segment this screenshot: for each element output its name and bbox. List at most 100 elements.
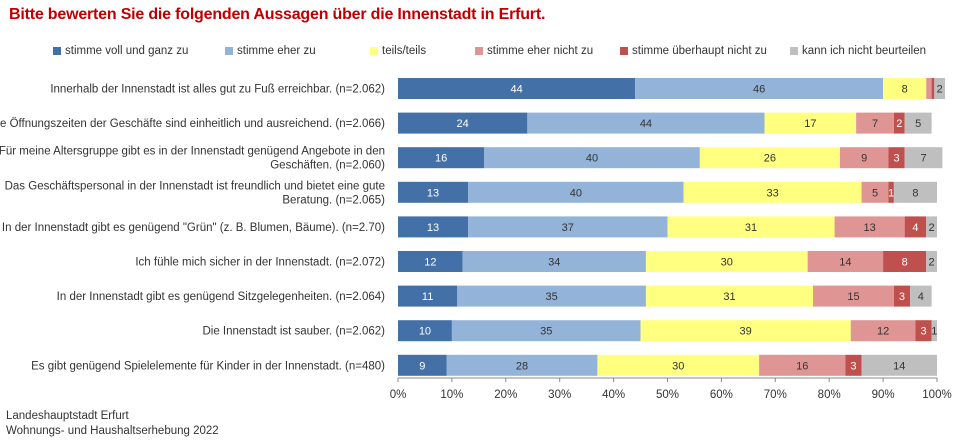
category-label: Für meine Altersgruppe gibt es in der In… [0,146,385,158]
data-label: 10 [419,326,431,338]
bar-segment [398,320,452,342]
data-label: 9 [861,153,867,165]
data-label: 7 [920,153,926,165]
bar-segment [462,251,646,272]
bar-segment [398,251,463,272]
bar-segment [468,181,684,203]
data-label: 7 [872,118,878,130]
data-label: 35 [540,326,552,338]
legend-item: kann ich nicht beurteilen [790,44,926,58]
bar-segment [645,285,814,307]
legend-swatch [370,47,378,55]
bar-segment [484,147,700,169]
bar-segment [635,78,884,99]
bar-segment [904,147,943,169]
x-tick-label: 0% [390,389,407,401]
bar-segment [893,285,911,307]
bar-segment [759,354,846,376]
category-label: In der Innenstadt gibt es genügend Sitzg… [57,291,385,303]
legend-label: stimme überhaupt nicht zu [632,45,767,57]
bar-segment [904,112,932,134]
data-label: 3 [920,326,926,338]
bar-segment [667,216,835,238]
data-label: 14 [839,257,851,269]
bar-segment [926,78,932,99]
bar-segment [893,112,905,134]
bar-segment [834,216,905,238]
bar-segment [904,216,927,238]
x-tick-label: 60% [710,389,733,401]
data-label: 12 [424,257,436,269]
data-label: 31 [745,222,757,234]
bar-segment [850,320,916,342]
x-tick-label: 70% [764,389,787,401]
data-label: 33 [766,187,778,199]
legend-swatch [790,47,798,55]
legend-item: stimme eher nicht zu [475,44,593,58]
legend-swatch [225,47,233,55]
bar-segment [931,320,937,342]
legend-label: stimme eher zu [237,45,316,57]
data-label: 13 [427,222,439,234]
bar-segment [861,181,889,203]
data-label: 1 [931,326,937,338]
data-label: 24 [457,118,469,130]
legend-label: kann ich nicht beurteilen [802,45,927,57]
category-label: Die Innenstadt ist sauber. (n=2.062) [202,326,385,338]
data-label: 2 [937,84,943,96]
data-label: 3 [899,291,905,303]
data-label: 1 [888,187,894,199]
bar-segment [451,320,641,342]
data-label: 44 [640,118,652,130]
x-tick-label: 80% [818,389,841,401]
bar-segment [640,320,851,342]
bar-segment [926,216,937,238]
bar-segment [645,251,808,272]
bar-segment [888,147,905,169]
bar-segment [683,181,862,203]
category-label: Beratung. (n=2.065) [282,194,385,206]
data-label: 37 [562,222,574,234]
legend-label: stimme voll und ganz zu [65,45,189,57]
data-label: 13 [864,222,876,234]
bar-segment [883,78,927,99]
data-label: 34 [548,257,560,269]
bar-segment [893,181,937,203]
bar-segment [856,112,894,134]
bar-segment [845,354,862,376]
bar-segment [861,354,937,376]
bar-segment [807,251,884,272]
data-label: 31 [723,291,735,303]
x-tick-label: 50% [656,389,679,401]
legend-label: teils/teils [382,45,427,57]
bar-segment [398,285,458,307]
data-label: 9 [419,360,425,372]
data-label: 44 [510,84,522,96]
legend-item: stimme eher zu [225,44,316,58]
data-label: 17 [804,118,816,130]
bar-segment [398,147,485,169]
category-label: Geschäften. (n=2.060) [270,160,385,172]
legend-swatch [53,47,61,55]
data-label: 8 [902,84,908,96]
bar-segment [468,216,668,238]
bar-segment [910,285,932,307]
source-line-1: Landeshauptstadt Erfurt [6,410,129,422]
data-label: 26 [764,153,776,165]
bar-segment [398,78,636,99]
data-label: 2 [896,118,902,130]
bar-segment [527,112,765,134]
bar-segment [915,320,932,342]
data-label: 4 [918,291,924,303]
data-label: 2 [929,222,935,234]
legend-item: teils/teils [370,44,426,58]
category-label: Das Geschäftspersonal in der Innenstadt … [5,180,385,192]
bar-segment [597,354,760,376]
data-label: 3 [894,153,900,165]
data-label: 35 [545,291,557,303]
data-label: 16 [796,360,808,372]
data-label: 11 [422,291,433,303]
data-label: 8 [902,257,908,269]
x-tick-label: 90% [872,389,895,401]
chart-title: Bitte bewerten Sie die folgenden Aussage… [9,6,546,23]
